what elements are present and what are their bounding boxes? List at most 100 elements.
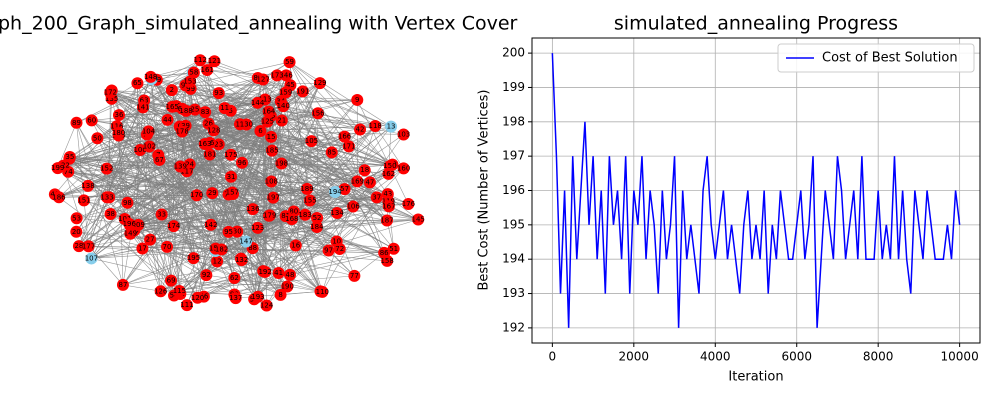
edge (122, 284, 161, 292)
node-label: 144 (251, 99, 265, 107)
node (251, 290, 264, 303)
node-label: 51 (389, 245, 398, 253)
edge (179, 219, 419, 292)
node-label: 135 (105, 95, 118, 103)
node (70, 116, 83, 129)
node (52, 191, 65, 204)
node (397, 128, 410, 141)
node-label: 152 (100, 165, 113, 173)
node-label: 98 (123, 199, 132, 207)
node-label: 103 (397, 131, 410, 139)
node-label: 128 (207, 126, 220, 134)
node (235, 254, 248, 267)
node-label: 177 (82, 242, 95, 250)
graph-title: ph_200_Graph_simulated_annealing with Ve… (0, 13, 518, 35)
edge (137, 82, 371, 183)
node-label: 31 (227, 173, 236, 181)
node-label: 120 (191, 294, 204, 302)
node (208, 55, 221, 68)
edge (280, 291, 321, 296)
x-tick-label: 2000 (619, 350, 650, 364)
node (331, 206, 344, 219)
edge (374, 125, 404, 169)
node (82, 240, 95, 253)
edge (213, 130, 296, 246)
node-label: 100 (133, 146, 146, 154)
node-label: 148 (144, 73, 157, 81)
node (70, 225, 83, 238)
edge (257, 102, 391, 167)
node-label: 17 (138, 244, 147, 252)
node (176, 125, 189, 138)
node-label: 53 (72, 214, 81, 222)
edge (118, 114, 272, 182)
node-label: 5 (229, 107, 233, 115)
node (215, 243, 228, 256)
edge (266, 217, 318, 306)
node-label: 133 (100, 193, 113, 201)
node (101, 191, 114, 204)
edge (166, 231, 229, 248)
node-label: 156 (311, 109, 325, 117)
node (311, 107, 324, 120)
node-label: 74 (64, 168, 73, 176)
node-label: 179 (263, 211, 276, 219)
node (358, 164, 371, 177)
node-label: 176 (402, 200, 416, 208)
node-label: 81 (281, 212, 290, 220)
node-label: 166 (338, 133, 352, 141)
node (229, 292, 242, 305)
edge (91, 107, 225, 259)
node (310, 220, 323, 233)
node-label: 8 (278, 291, 282, 299)
node-label: 199 (51, 164, 64, 172)
node (363, 176, 376, 189)
node-label: 95 (224, 228, 233, 236)
y-tick-label: 197 (502, 149, 525, 163)
edge (206, 274, 288, 287)
node (280, 69, 293, 82)
edge (166, 246, 385, 254)
node (369, 119, 382, 132)
node-label: 162 (382, 170, 395, 178)
edge (122, 249, 222, 286)
node-label: 59 (285, 58, 294, 66)
node (275, 157, 288, 170)
node-label: 116 (110, 122, 124, 130)
node-label: 139 (174, 162, 187, 170)
node (338, 183, 351, 196)
node-label: 122 (57, 162, 70, 170)
edge (289, 61, 391, 167)
node (100, 162, 113, 175)
node-label: 20 (72, 228, 81, 236)
node (228, 272, 241, 285)
node-label: 63 (140, 96, 149, 104)
node (194, 54, 207, 67)
node-label: 29 (208, 189, 217, 197)
node-label: 24 (185, 160, 194, 168)
node-label: 36 (115, 111, 124, 119)
node-label: 23 (214, 140, 223, 148)
node-label: 190 (281, 282, 294, 290)
node-label: 163 (198, 140, 211, 148)
node (277, 100, 290, 113)
node-label: 6 (258, 127, 263, 135)
node-label: 28 (74, 242, 83, 250)
node (142, 125, 155, 138)
node (81, 179, 94, 192)
node-label: 198 (275, 159, 288, 167)
node (289, 239, 302, 252)
node-label: 106 (346, 203, 360, 211)
node (201, 64, 214, 77)
node (283, 56, 296, 69)
node-label: 118 (369, 122, 382, 130)
node (212, 87, 225, 100)
node (381, 254, 394, 267)
edge (295, 113, 319, 246)
node (266, 144, 279, 157)
node (257, 73, 270, 86)
node-label: 167 (382, 202, 395, 210)
node-label: 11 (220, 104, 229, 112)
edge (68, 171, 281, 296)
